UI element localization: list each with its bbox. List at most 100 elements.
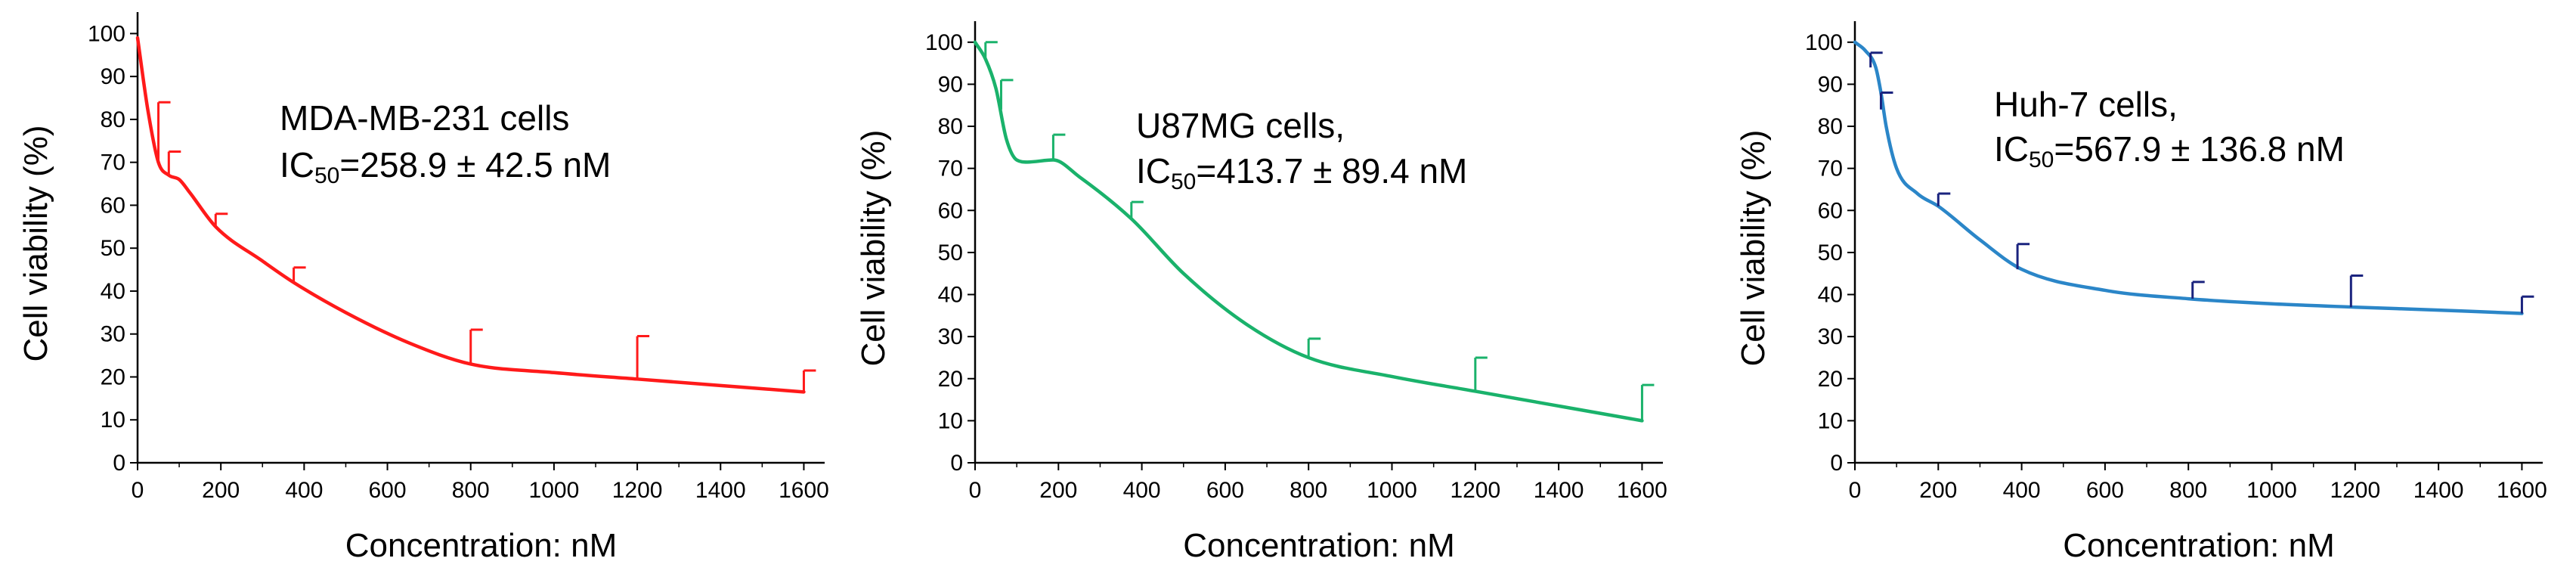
x-axis-title: Concentration: nM: [2063, 527, 2335, 564]
x-tick-label: 200: [1919, 478, 1957, 503]
ic50-label: IC50=413.7 ± 89.4 nM: [1136, 151, 1467, 194]
ic50-value: =567.9 ± 136.8 nM: [2054, 129, 2345, 169]
error-bar: [2349, 274, 2364, 308]
error-bar: [2191, 281, 2205, 299]
x-tick-label: 400: [285, 478, 323, 503]
series-line: [1853, 40, 2524, 315]
y-tick-label: 100: [1805, 30, 1843, 55]
error-bar: [1879, 91, 1893, 110]
x-tick-label: 1000: [1367, 478, 1417, 503]
x-tick-label: 1600: [1617, 478, 1667, 503]
ic50-label: IC50=258.9 ± 42.5 nM: [280, 145, 611, 188]
y-tick-label: 70: [938, 157, 963, 181]
x-axis-title: Concentration: nM: [345, 527, 618, 564]
error-bar: [1474, 356, 1488, 392]
ic50-subscript: 50: [1171, 169, 1196, 194]
chart-panel-2: 0 200 400 600 800 1000 1200 1400 1600 0 10 20 30 40 50…: [855, 21, 1667, 564]
error-bar: [1307, 337, 1321, 358]
error-bar: [469, 328, 483, 364]
x-axis-title: Concentration: nM: [1183, 527, 1455, 564]
error-bar: [1937, 192, 1951, 206]
y-axis-title: Cell viability (%): [17, 126, 54, 362]
y-tick-label: 50: [1818, 240, 1843, 265]
x-tick-label: 200: [1039, 478, 1077, 503]
series-line: [973, 40, 1644, 423]
error-bar: [2520, 295, 2534, 314]
ic50-subscript: 50: [2029, 147, 2054, 172]
cell-line-label: MDA-MB-231 cells: [280, 98, 569, 138]
x-tick-label: 1400: [2413, 478, 2464, 503]
ic50-prefix: IC: [1994, 129, 2029, 169]
x-tick-label: 400: [1123, 478, 1161, 503]
ic50-subscript: 50: [314, 163, 339, 188]
x-tick-label: 600: [369, 478, 407, 503]
y-tick-label: 10: [938, 408, 963, 433]
error-bar: [1640, 383, 1655, 421]
error-bar: [984, 41, 998, 60]
error-bar: [802, 369, 816, 392]
ic50-prefix: IC: [280, 145, 314, 185]
y-tick-label: 100: [88, 21, 125, 46]
ic50-value: =413.7 ± 89.4 nM: [1196, 151, 1467, 191]
y-tick-label: 30: [101, 322, 125, 347]
y-tick-label: 80: [101, 107, 125, 132]
x-tick-label: 600: [2086, 478, 2124, 503]
chart-panel-3: 0 200 400 600 800 1000 1200 1400 1600 0 10 20 30 40 50…: [1735, 21, 2547, 564]
series-line: [135, 36, 806, 394]
error-bar: [293, 266, 306, 283]
x-tick-label: 1400: [695, 478, 746, 503]
y-tick-label: 40: [938, 283, 963, 308]
error-bar: [214, 212, 228, 227]
y-tick-label: 40: [101, 279, 125, 304]
y-axis-title: Cell viability (%): [855, 130, 892, 367]
x-tick-label: 0: [1849, 478, 1862, 503]
y-tick-label: 0: [950, 451, 963, 476]
y-axis-title: Cell viability (%): [1735, 130, 1772, 367]
y-tick-label: 10: [1818, 408, 1843, 433]
y-tick-label: 80: [938, 114, 963, 139]
x-tick-label: 400: [2003, 478, 2041, 503]
error-bar: [2016, 243, 2030, 270]
y-tick-label: 0: [113, 451, 125, 476]
y-tick-label: 20: [938, 367, 963, 392]
error-bar: [999, 79, 1014, 110]
x-tick-label: 800: [452, 478, 490, 503]
y-tick-label: 60: [938, 198, 963, 223]
x-tick-label: 800: [1290, 478, 1327, 503]
x-tick-label: 200: [202, 478, 240, 503]
chart-panel-1: 0 200 400 600 800 1000 1200 1400 1600 0 10 20 30 40 50…: [17, 12, 829, 564]
y-tick-label: 90: [938, 72, 963, 97]
y-tick-label: 80: [1818, 114, 1843, 139]
x-tick-label: 800: [2169, 478, 2207, 503]
ic50-label: IC50=567.9 ± 136.8 nM: [1994, 129, 2345, 172]
y-tick-label: 50: [938, 240, 963, 265]
cell-line-label: U87MG cells,: [1136, 106, 1345, 145]
y-tick-label: 20: [101, 364, 125, 389]
y-tick-label: 30: [1818, 324, 1843, 349]
y-tick-label: 30: [938, 324, 963, 349]
y-tick-label: 0: [1830, 451, 1843, 476]
x-tick-label: 1000: [529, 478, 580, 503]
x-tick-label: 1200: [1450, 478, 1500, 503]
x-tick-label: 1200: [612, 478, 663, 503]
y-tick-label: 60: [101, 193, 125, 218]
x-tick-label: 0: [969, 478, 982, 503]
y-tick-label: 50: [101, 236, 125, 261]
x-tick-label: 0: [132, 478, 144, 503]
ic50-prefix: IC: [1136, 151, 1171, 191]
x-tick-label: 1600: [779, 478, 829, 503]
x-tick-label: 1600: [2497, 478, 2547, 503]
error-bar: [157, 101, 171, 163]
cell-line-label: Huh-7 cells,: [1994, 85, 2178, 124]
x-tick-label: 600: [1206, 478, 1244, 503]
y-tick-label: 40: [1818, 283, 1843, 308]
ic50-value: =258.9 ± 42.5 nM: [339, 145, 611, 185]
y-tick-label: 10: [101, 408, 125, 433]
y-tick-label: 70: [1818, 157, 1843, 181]
error-bar: [1869, 51, 1883, 68]
x-tick-label: 1400: [1534, 478, 1584, 503]
error-bar: [167, 150, 181, 175]
error-bar: [1130, 200, 1144, 219]
error-bar: [1051, 133, 1066, 160]
